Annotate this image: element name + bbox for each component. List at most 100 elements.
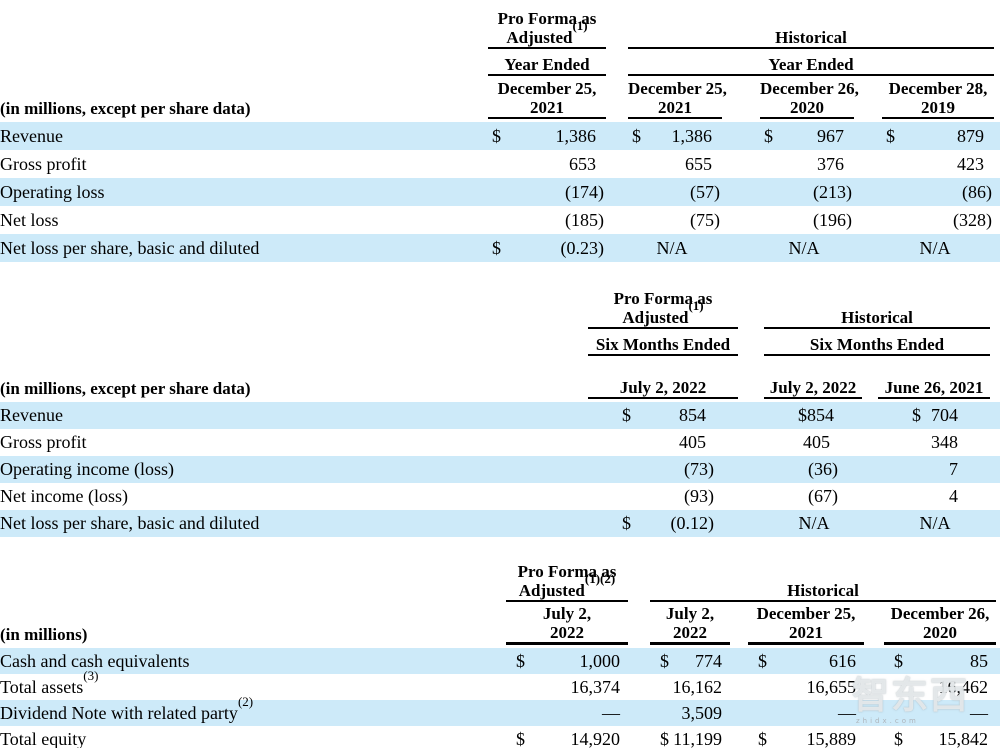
table-row: Operating income (loss) (73) (36) 7 (0, 456, 1000, 483)
gutter (628, 726, 650, 748)
amount-cell: (213) (760, 178, 854, 206)
footnote-ref: (1) (688, 298, 704, 314)
gutter (628, 648, 650, 674)
gutter (862, 356, 878, 399)
gutter (994, 234, 1000, 262)
proforma-period-header: Year Ended (488, 49, 606, 76)
amount-cell: N/A (878, 510, 990, 537)
amount-cell: 4 (949, 486, 958, 506)
row-label: Total equity (0, 729, 87, 748)
proforma-line1: Pro Forma as (517, 562, 617, 581)
gutter (730, 674, 748, 700)
six-month-results-table: (in millions, except per share data) Pro… (0, 288, 1000, 537)
column-header-date: December 25, 2021 (628, 76, 727, 119)
gutter (854, 150, 882, 178)
gutter (994, 76, 1000, 119)
amount-cell: 16,655 (806, 677, 857, 697)
row-label: Net loss per share, basic and diluted (0, 234, 488, 262)
historical-period-header: Year Ended (628, 49, 995, 76)
amount-cell: $704 (878, 402, 990, 429)
amount-cell: (196) (813, 210, 852, 230)
amount-cell: N/A (628, 234, 722, 262)
gutter (628, 602, 650, 645)
gutter (722, 234, 760, 262)
gutter (854, 178, 882, 206)
amount-cell: 405 (679, 432, 706, 452)
gutter (864, 726, 884, 748)
footnote-ref: (1) (572, 18, 588, 34)
gutter (864, 602, 884, 645)
gutter (738, 429, 764, 456)
row-label: Total assets(3) (0, 668, 99, 697)
gutter (994, 150, 1000, 178)
amount-cell: N/A (760, 234, 854, 262)
table-row: Gross profit 405 405 348 (0, 429, 1000, 456)
gutter (628, 674, 650, 700)
gutter (628, 561, 650, 602)
amount-cell: — (884, 700, 997, 726)
gutter (730, 602, 748, 645)
amount-cell: (73) (588, 456, 738, 483)
amount-cell: N/A (882, 234, 995, 262)
proforma-line1: Pro Forma as (613, 289, 713, 308)
amount-cell: $14,920 (516, 729, 620, 748)
amount-cell: (36) (764, 456, 862, 483)
amount-cell: $ (0.12) (588, 510, 738, 537)
proforma-group-header: Pro Forma as Adjusted(1)(2) (506, 561, 628, 602)
gutter (722, 76, 760, 119)
gutter (730, 726, 748, 748)
gutter (990, 483, 1000, 510)
row-label: Net income (loss) (0, 486, 128, 506)
gutter (606, 206, 628, 234)
footnote-ref: (1)(2) (584, 571, 616, 587)
proforma-line2: Adjusted(1) (506, 18, 588, 47)
table-row: Net loss (185) (75) (196) (328) (0, 206, 1000, 234)
gutter (606, 49, 628, 76)
gutter (628, 700, 650, 726)
gutter (722, 150, 760, 178)
gutter (990, 329, 1000, 356)
table-row: Operating loss (174) (57) (213) (86) (0, 178, 1000, 206)
gutter (990, 429, 1000, 456)
amount-cell: N/A (764, 510, 862, 537)
table-row: Revenue $1,386 $1,386 $967 $879 (0, 122, 1000, 150)
gutter (738, 288, 764, 329)
amount-cell: $967 (760, 122, 854, 150)
table-row: Dividend Note with related party(2) — 3,… (0, 695, 1000, 726)
amount-cell: 348 (931, 432, 958, 452)
gutter (996, 726, 1000, 748)
column-header-date: December 26, 2020 (760, 76, 859, 119)
gutter (854, 234, 882, 262)
gutter (606, 150, 628, 178)
row-label: Dividend Note with related party(2) (0, 695, 506, 726)
gutter (854, 122, 882, 150)
amount-cell: 16,462 (938, 677, 989, 697)
balance-sheet-table: (in millions) Pro Forma as Adjusted(1)(2… (0, 561, 1000, 748)
gutter (606, 234, 628, 262)
amount-cell: 7 (878, 456, 990, 483)
gutter (994, 122, 1000, 150)
row-label: Revenue (0, 122, 488, 150)
gutter (606, 8, 628, 49)
amount-cell: (86) (882, 178, 995, 206)
row-label: Operating income (loss) (0, 456, 588, 483)
table-row: Total assets(3) 16,374 16,162 16,655 16,… (0, 668, 1000, 700)
amount-cell: 423 (957, 154, 985, 174)
amount-cell: (185) (565, 210, 604, 230)
amount-cell: $11,199 (660, 729, 722, 748)
gutter (864, 648, 884, 674)
gutter (606, 76, 628, 119)
gutter (738, 356, 764, 399)
proforma-line2: Adjusted(1) (622, 298, 704, 327)
amount-cell: 16,162 (672, 677, 723, 697)
row-label: Gross profit (0, 432, 87, 452)
gutter (862, 510, 878, 537)
gutter (996, 700, 1000, 726)
gutter (994, 206, 1000, 234)
gutter (738, 402, 764, 429)
gutter (990, 510, 1000, 537)
amount-cell: 655 (685, 154, 712, 174)
table-row: Total equity $14,920 $11,199 $15,889 $15… (0, 726, 1000, 748)
table-meta-label: (in millions) (0, 625, 88, 644)
amount-cell: $15,889 (758, 729, 856, 748)
